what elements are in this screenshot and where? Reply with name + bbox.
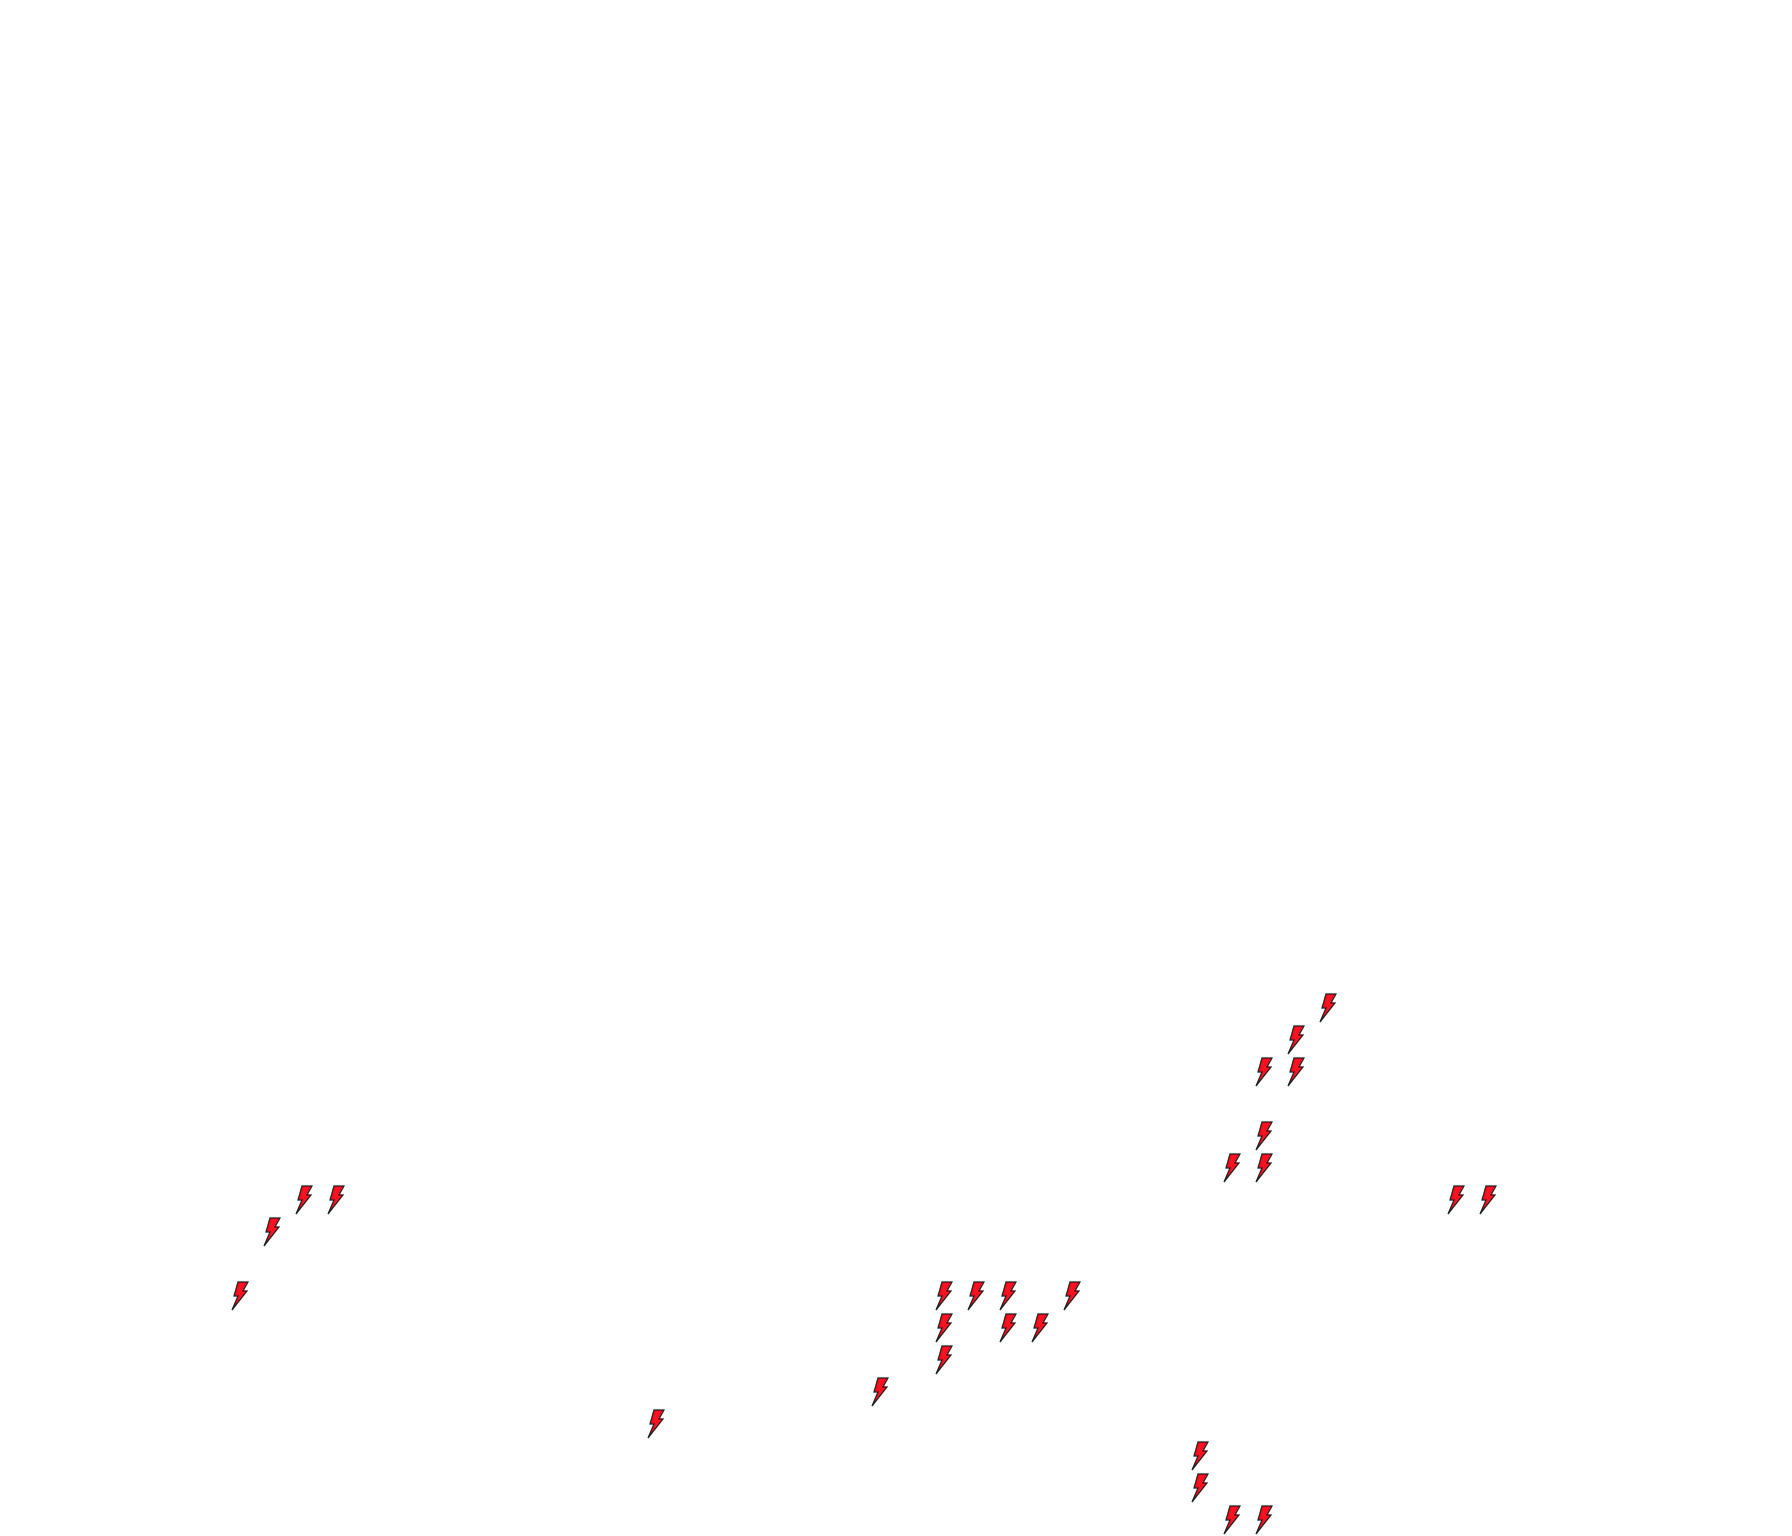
lightning-bolt-icon bbox=[1286, 1057, 1306, 1087]
lightning-bolt-icon bbox=[966, 1281, 986, 1311]
lightning-bolt-icon bbox=[230, 1281, 250, 1311]
lightning-bolt-icon bbox=[1030, 1313, 1050, 1343]
lightning-bolt-icon bbox=[1254, 1121, 1274, 1151]
lightning-bolt-icon bbox=[870, 1377, 890, 1407]
lightning-bolt-icon bbox=[294, 1185, 314, 1215]
lightning-bolt-icon bbox=[1222, 1153, 1242, 1183]
lightning-bolt-icon bbox=[1190, 1441, 1210, 1471]
lightning-bolt-icon bbox=[1254, 1057, 1274, 1087]
lightning-bolt-icon bbox=[998, 1313, 1018, 1343]
lightning-bolt-icon bbox=[1190, 1473, 1210, 1503]
lightning-bolt-icon bbox=[1254, 1505, 1274, 1535]
lightning-bolt-icon bbox=[1446, 1185, 1466, 1215]
lightning-bolt-icon bbox=[934, 1345, 954, 1375]
lightning-bolt-icon bbox=[1318, 993, 1338, 1023]
lightning-bolt-icon bbox=[1478, 1185, 1498, 1215]
lightning-bolt-icon bbox=[934, 1313, 954, 1343]
lightning-bolt-icon bbox=[934, 1281, 954, 1311]
lightning-bolt-icon bbox=[1222, 1505, 1242, 1535]
lightning-bolt-icon bbox=[1062, 1281, 1082, 1311]
lightning-bolt-icon bbox=[1254, 1153, 1274, 1183]
lightning-bolt-icon bbox=[1286, 1025, 1306, 1055]
lightning-bolt-icon bbox=[646, 1409, 666, 1439]
lightning-bolt-icon bbox=[262, 1217, 282, 1247]
lightning-bolt-icon bbox=[998, 1281, 1018, 1311]
lightning-bolt-icon bbox=[326, 1185, 346, 1215]
